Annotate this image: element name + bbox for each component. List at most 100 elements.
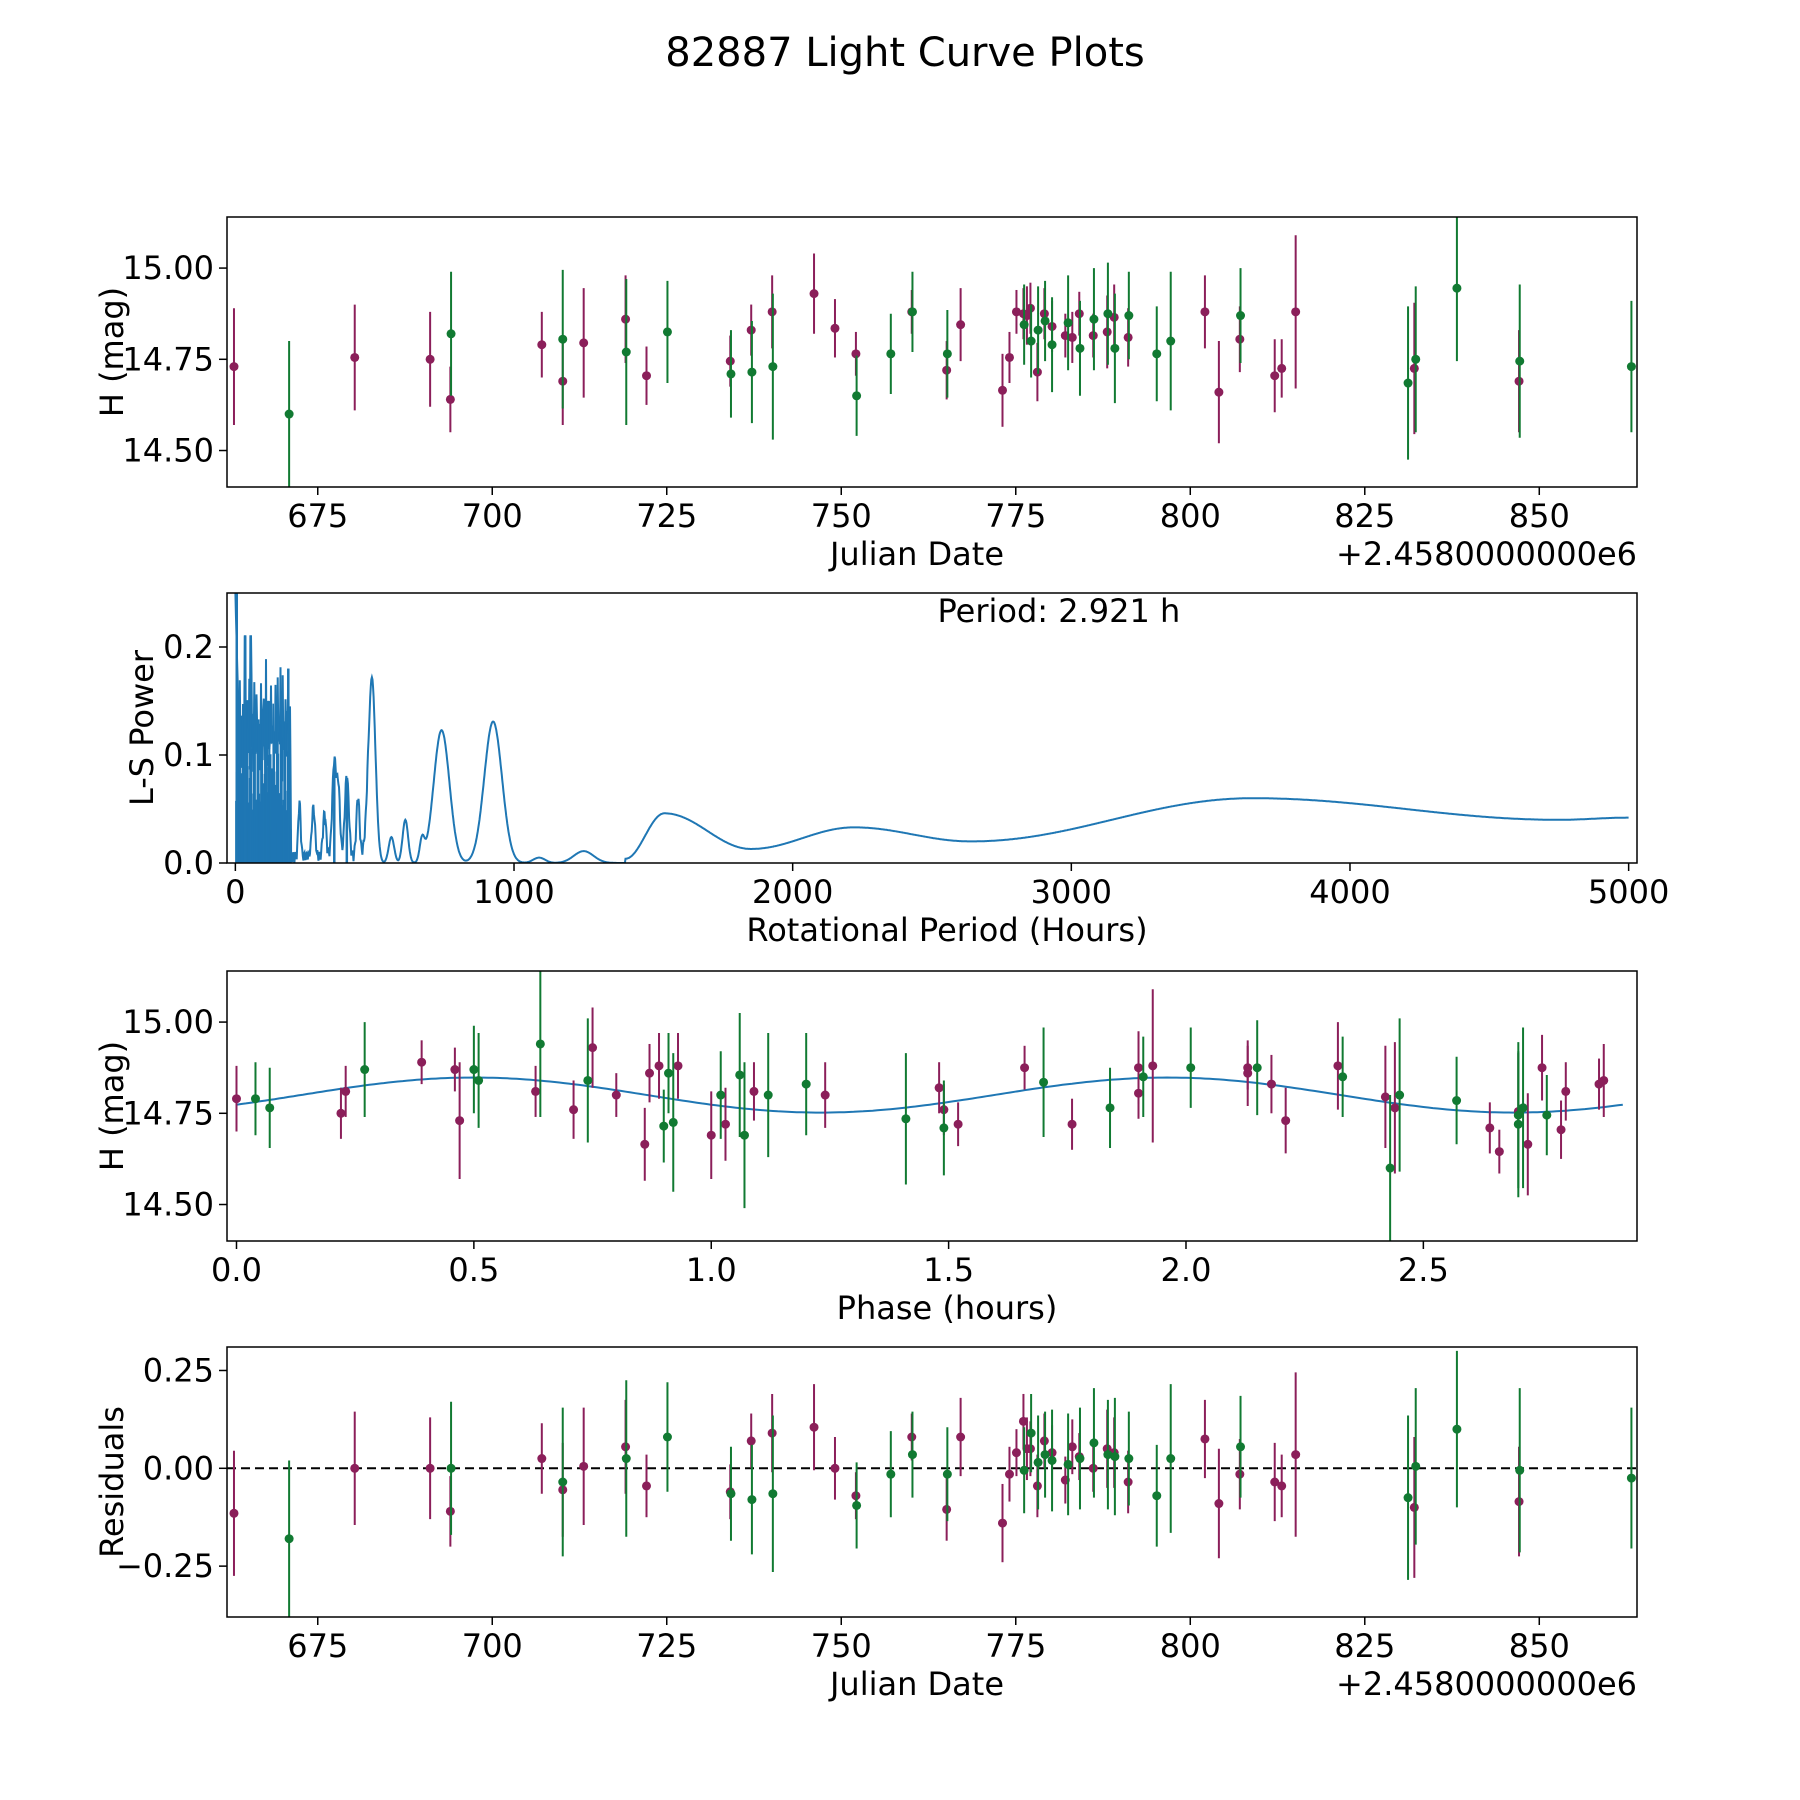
- data-point: [474, 1075, 484, 1085]
- data-point: [425, 354, 435, 364]
- x-tick-label: 675: [287, 1627, 348, 1665]
- data-point: [706, 1130, 716, 1140]
- data-point: [716, 1090, 726, 1100]
- data-point: [284, 409, 294, 419]
- x-tick-label: 775: [985, 1627, 1046, 1665]
- x-tick-label: 2000: [752, 873, 833, 911]
- x-axis-label: Phase (hours): [837, 1289, 1058, 1327]
- data-point: [1291, 1450, 1301, 1460]
- data-point: [350, 1463, 360, 1473]
- data-point: [1004, 1469, 1014, 1479]
- data-point: [1110, 343, 1120, 353]
- data-point: [1452, 1424, 1462, 1434]
- data-point: [739, 1130, 749, 1140]
- panel-lomb-scargle: Period: 2.921 h 0 1000 2000 3000 4000 5000 0.0 0…: [123, 592, 1669, 949]
- data-point: [1395, 1090, 1405, 1100]
- x-tick-label: 800: [1160, 1627, 1221, 1665]
- data-point: [1291, 307, 1301, 317]
- data-point: [668, 1117, 678, 1127]
- data-point: [1494, 1147, 1504, 1157]
- panel-light-curve: 675 700 725 750 775 800 825 850 14.50 14.75 15.00 J…: [93, 216, 1638, 573]
- data-point: [558, 334, 568, 344]
- data-point: [1026, 1428, 1036, 1438]
- x-tick-label: 750: [811, 497, 872, 535]
- data-point: [469, 1065, 479, 1075]
- data-point: [942, 349, 952, 359]
- data-point: [450, 1065, 460, 1075]
- x-tick-label: 1000: [473, 873, 554, 911]
- y-axis-label: Residuals: [93, 1406, 131, 1558]
- data-point: [942, 1469, 952, 1479]
- data-point: [1515, 1465, 1525, 1475]
- data-point: [852, 1500, 862, 1510]
- y-tick-label: 0.1: [163, 736, 214, 774]
- data-point: [1523, 1139, 1533, 1149]
- data-point: [1411, 354, 1421, 364]
- data-point: [1252, 1063, 1262, 1073]
- data-point: [1040, 316, 1050, 326]
- data-point: [1385, 1163, 1395, 1173]
- data-point: [537, 340, 547, 350]
- data-point: [1138, 1072, 1148, 1082]
- data-point: [645, 1068, 655, 1078]
- data-point: [1033, 325, 1043, 335]
- data-point: [1004, 352, 1014, 362]
- x-tick-label: 0: [225, 873, 245, 911]
- data-point: [1333, 1061, 1343, 1071]
- data-point: [250, 1094, 260, 1104]
- data-point: [1485, 1123, 1495, 1133]
- data-point: [1409, 1502, 1419, 1512]
- data-point: [1411, 1461, 1421, 1471]
- data-point: [445, 394, 455, 404]
- y-tick-label: 15.00: [122, 249, 214, 287]
- periodogram-line: [234, 593, 1629, 863]
- data-point: [1018, 1416, 1028, 1426]
- x-tick-label: 850: [1509, 497, 1570, 535]
- x-tick-label: 700: [462, 497, 523, 535]
- data-point: [341, 1086, 351, 1096]
- panel-phase-folded: 0.0 0.5 1.0 1.5 2.0 2.5 14.50 14.75 15.00 Phase (…: [93, 970, 1638, 1327]
- data-point: [621, 347, 631, 357]
- data-point: [1186, 1063, 1196, 1073]
- data-point: [579, 338, 589, 348]
- data-point: [417, 1057, 427, 1067]
- data-point: [1019, 1465, 1029, 1475]
- data-point: [1380, 1092, 1390, 1102]
- data-point: [956, 320, 966, 330]
- x-offset-label: +2.4580000000e6: [1336, 535, 1637, 573]
- data-point: [1409, 363, 1419, 373]
- data-point: [535, 1039, 545, 1049]
- data-point: [336, 1108, 346, 1118]
- data-point: [726, 369, 736, 379]
- data-point: [1270, 1477, 1280, 1487]
- x-tick-label: 825: [1334, 497, 1395, 535]
- data-point: [852, 391, 862, 401]
- data-point: [1033, 1457, 1043, 1467]
- data-point: [1277, 1481, 1287, 1491]
- data-point: [360, 1065, 370, 1075]
- data-point: [537, 1454, 547, 1464]
- data-point: [1152, 349, 1162, 359]
- data-point: [901, 1114, 911, 1124]
- y-axis-label: H (mag): [93, 1041, 131, 1171]
- data-point: [673, 1061, 683, 1071]
- data-point: [1338, 1072, 1348, 1082]
- data-point: [1390, 1103, 1400, 1113]
- data-point: [229, 362, 239, 372]
- data-point: [1075, 1454, 1085, 1464]
- data-point: [1243, 1068, 1253, 1078]
- axes-frame: [226, 970, 1638, 1242]
- data-point: [1103, 309, 1113, 319]
- data-point: [1019, 320, 1029, 330]
- data-point: [830, 1463, 840, 1473]
- data-point: [907, 1450, 917, 1460]
- data-point: [1266, 1079, 1276, 1089]
- data-point: [1236, 1442, 1246, 1452]
- data-point: [1134, 1088, 1144, 1098]
- data-point: [446, 1463, 456, 1473]
- x-offset-label: +2.4580000000e6: [1336, 1665, 1637, 1703]
- data-point: [1236, 311, 1246, 321]
- data-point: [726, 1489, 736, 1499]
- data-point: [1518, 1103, 1528, 1113]
